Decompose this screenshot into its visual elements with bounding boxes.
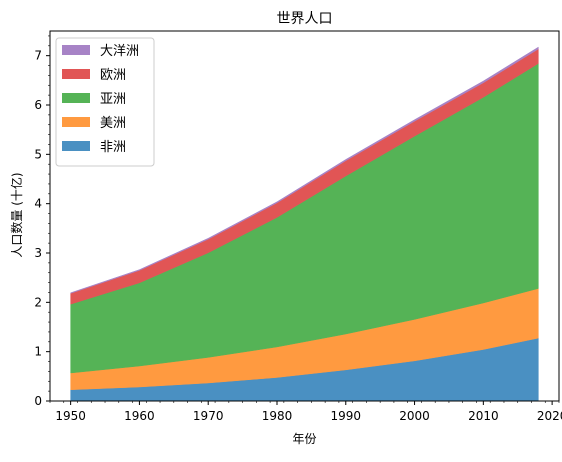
plot-frame [49, 30, 560, 402]
x-tick-label-1970: 1970 [193, 409, 224, 423]
x-tick-label-1990: 1990 [330, 409, 361, 423]
y-tick-label-7: 7 [34, 49, 42, 63]
legend-swatch-亚洲 [62, 93, 90, 103]
x-tick-label-2000: 2000 [399, 409, 430, 423]
x-axis-label: 年份 [292, 432, 316, 446]
legend-swatch-大洋洲 [62, 45, 90, 55]
y-axis-label: 人口数量 (十亿) [9, 172, 24, 257]
legend-label-美洲: 美洲 [100, 116, 126, 131]
legend-label-非洲: 非洲 [100, 140, 126, 155]
legend-swatch-欧洲 [62, 69, 90, 79]
y-tick-label-6: 6 [34, 98, 42, 112]
y-tick-label-3: 3 [34, 246, 42, 260]
legend-label-欧洲: 欧洲 [100, 68, 126, 83]
legend-swatch-美洲 [62, 117, 90, 127]
x-tick-label-1960: 1960 [124, 409, 155, 423]
chart-title: 世界人口 [277, 11, 333, 27]
area-大洋洲 [70, 46, 539, 294]
y-tick-label-1: 1 [34, 345, 42, 359]
area-layers [70, 46, 539, 402]
x-tick-label-1950: 1950 [55, 409, 86, 423]
y-tick-label-2: 2 [34, 295, 42, 309]
legend-swatch-非洲 [62, 141, 90, 151]
y-tick-label-4: 4 [34, 197, 42, 211]
x-tick-label-2010: 2010 [468, 409, 499, 423]
y-tick-label-0: 0 [34, 394, 42, 408]
y-tick-label-5: 5 [34, 147, 42, 161]
legend-label-亚洲: 亚洲 [100, 92, 126, 107]
legend-label-大洋洲: 大洋洲 [100, 44, 139, 59]
x-tick-label-1980: 1980 [262, 409, 293, 423]
